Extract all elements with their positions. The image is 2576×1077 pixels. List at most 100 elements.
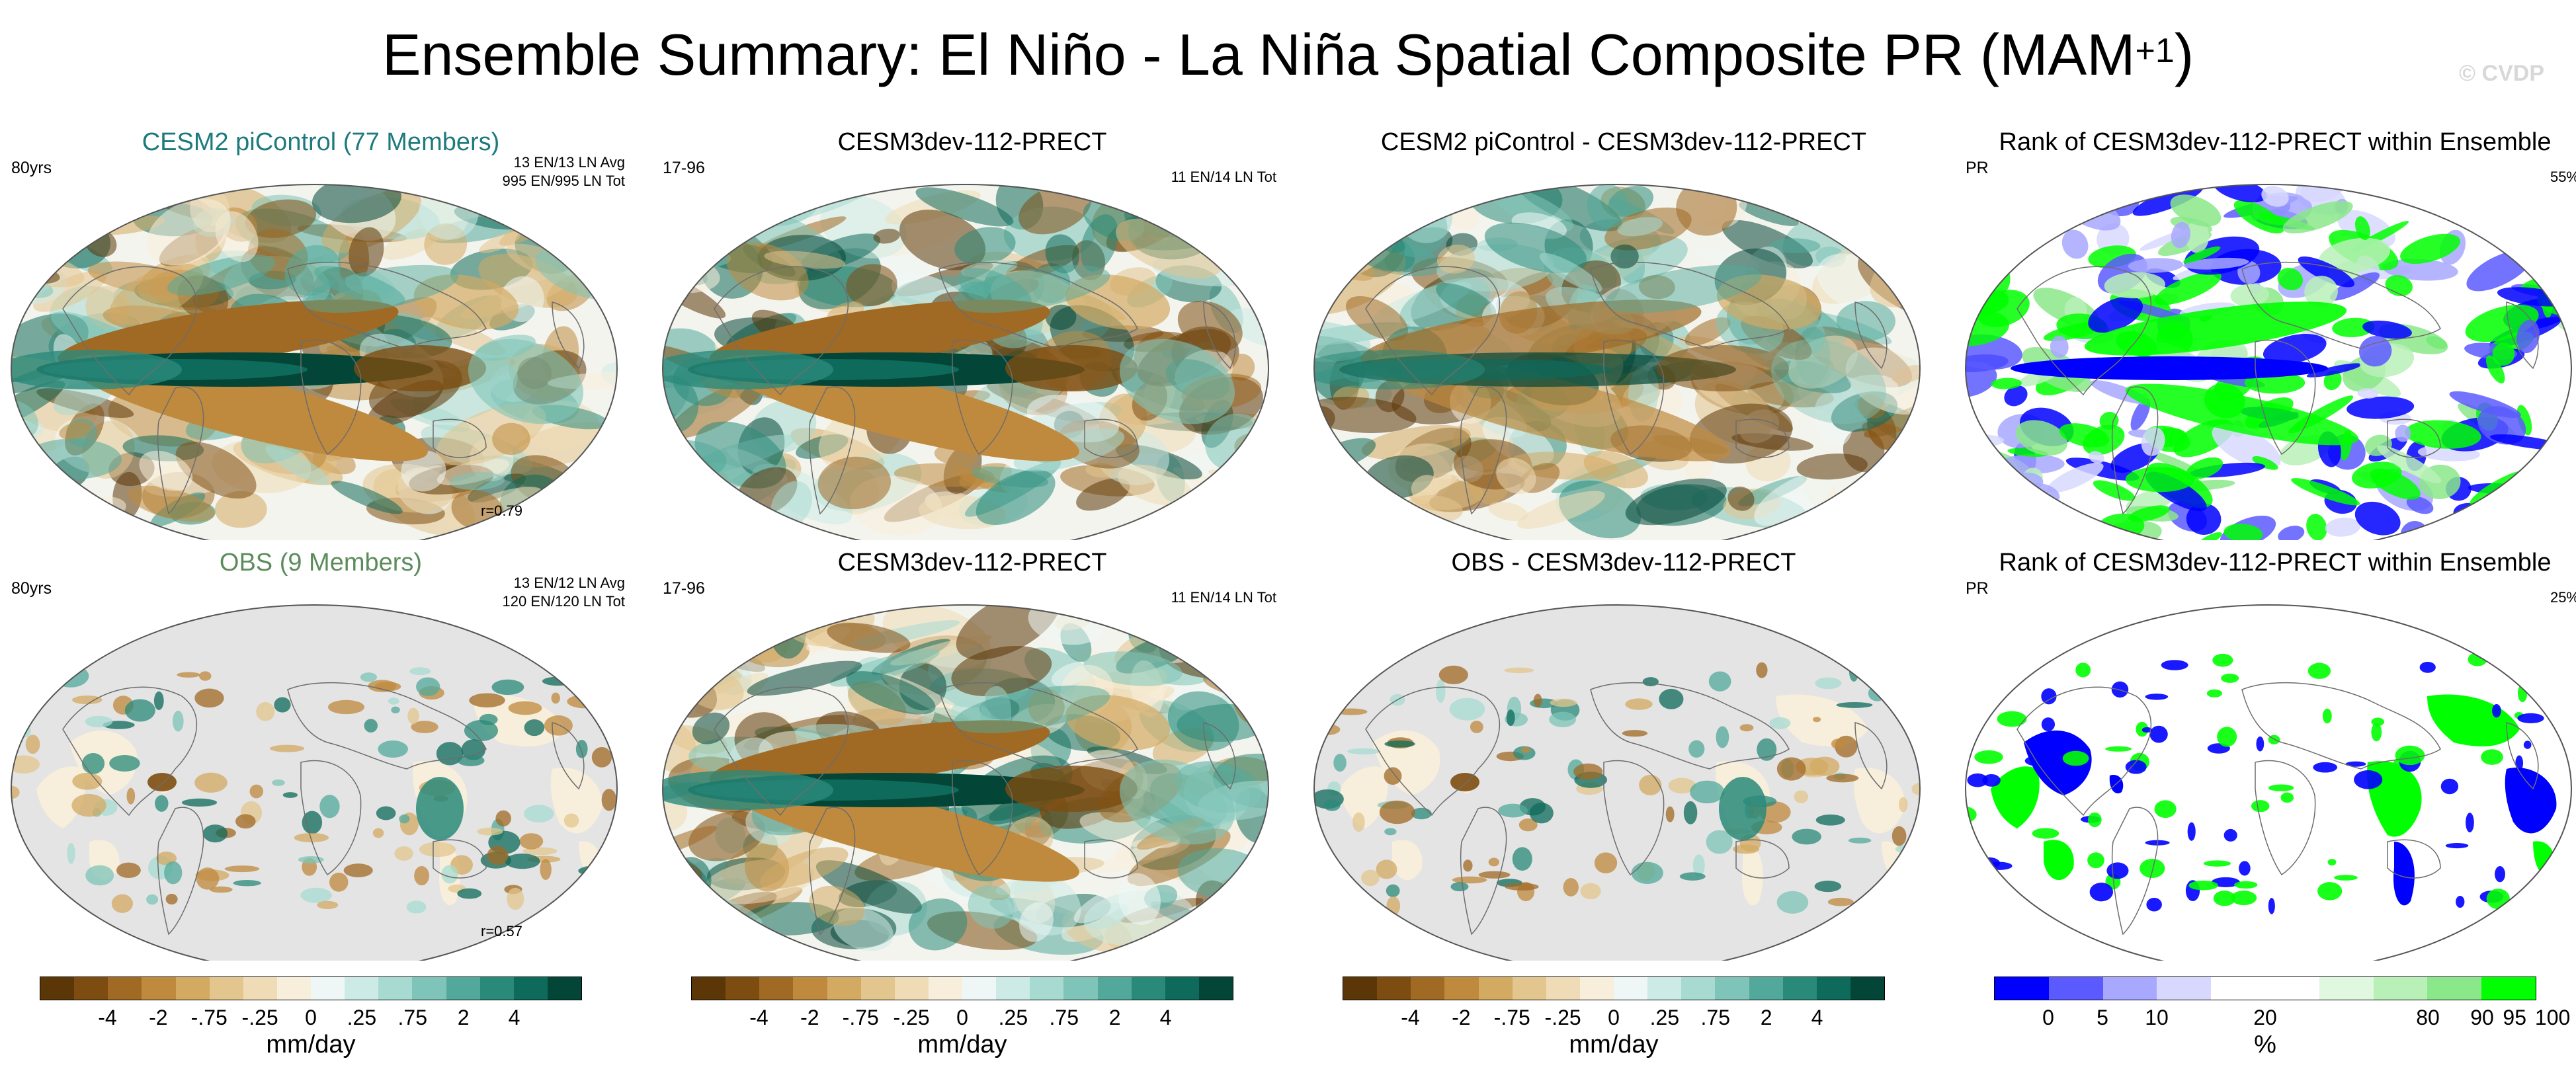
globe-map (662, 184, 1269, 540)
color-swatch (1097, 977, 1132, 1000)
period-label: 80yrs (11, 159, 52, 177)
color-swatch (2373, 977, 2428, 1000)
color-swatch (1681, 977, 1716, 1000)
color-swatch (74, 977, 108, 1000)
color-swatch (1030, 977, 1064, 1000)
event-count-label: 13 EN/12 LN Avg 120 EN/120 LN Tot (502, 575, 626, 610)
color-swatch (446, 977, 480, 1000)
color-swatch (479, 977, 514, 1000)
colorbar-tick: .75 (1049, 1006, 1079, 1029)
color-swatch (40, 977, 75, 1000)
colorbar-tick: -.25 (1544, 1006, 1581, 1029)
panel-title: OBS (9 Members) (219, 549, 423, 577)
colorbar-3: -4 -2 -.75 -.25 0 .25 .75 2 4 mm/day (1343, 977, 1885, 1076)
color-swatch (692, 977, 726, 1000)
color-swatch (1850, 977, 1884, 1000)
color-swatch (1411, 977, 1445, 1000)
color-swatch (1546, 977, 1580, 1000)
colorbar-tick: 20 (2253, 1006, 2277, 1029)
color-swatch (1165, 977, 1199, 1000)
color-swatch (2481, 977, 2536, 1000)
panel-title: OBS - CESM3dev-112-PRECT (1451, 549, 1796, 577)
color-swatch (793, 977, 827, 1000)
color-swatch (547, 977, 581, 1000)
colorbar-tick: -2 (800, 1006, 819, 1029)
map-panel-3: CESM2 piControl - CESM3dev-112-PRECT (1313, 127, 1934, 540)
color-swatch (827, 977, 861, 1000)
colorbar-swatches (1994, 977, 2536, 1000)
color-swatch (1614, 977, 1648, 1000)
colorbar-1: -4 -2 -.75 -.25 0 .25 .75 2 4 mm/day (40, 977, 582, 1076)
period-label: PR (1966, 159, 1989, 177)
color-swatch (2427, 977, 2482, 1000)
period-label: 17-96 (663, 579, 705, 598)
colorbar-tick: 2 (457, 1006, 470, 1029)
colorbar-tick: .25 (1649, 1006, 1680, 1029)
colorbar-tick: 4 (1159, 1006, 1172, 1029)
color-swatch (860, 977, 895, 1000)
color-swatch (1512, 977, 1546, 1000)
color-swatch (1647, 977, 1682, 1000)
color-swatch (2319, 977, 2374, 1000)
color-swatch (1782, 977, 1817, 1000)
colorbar-units: % (2254, 1031, 2276, 1058)
color-swatch (759, 977, 794, 1000)
color-swatch (276, 977, 311, 1000)
map-panel-8: Rank of CESM3dev-112-PRECT within Ensemb… (1964, 547, 2576, 961)
colorbar-tick: 4 (508, 1006, 520, 1029)
colorbar-tick: 2 (1760, 1006, 1772, 1029)
color-swatch (2264, 977, 2319, 1000)
panel-title: CESM2 piControl (77 Members) (142, 128, 500, 156)
panel-title: Rank of CESM3dev-112-PRECT within Ensemb… (1999, 128, 2552, 156)
period-label: 17-96 (663, 159, 705, 177)
globe-map (1965, 604, 2572, 961)
panel-title: CESM3dev-112-PRECT (837, 549, 1107, 577)
cvdp-watermark: © CVDP (2459, 61, 2544, 86)
color-swatch (726, 977, 760, 1000)
color-swatch (2211, 977, 2265, 1000)
figure-title: Ensemble Summary: El Niño - La Niña Spat… (382, 22, 2194, 87)
colorbar-tick: 0 (2042, 1006, 2054, 1029)
event-count-label: 25% (2550, 589, 2576, 606)
correlation-label: r=0.79 (481, 502, 522, 519)
color-swatch (1995, 977, 2049, 1000)
color-swatch (1478, 977, 1513, 1000)
colorbar-swatches (40, 977, 582, 1000)
color-swatch (1816, 977, 1850, 1000)
colorbar-swatches (691, 977, 1233, 1000)
color-swatch (243, 977, 277, 1000)
color-swatch (311, 977, 345, 1000)
color-swatch (1198, 977, 1233, 1000)
colorbar-tick: 80 (2416, 1006, 2440, 1029)
color-swatch (1749, 977, 1783, 1000)
colorbar-tick: -4 (98, 1006, 117, 1029)
color-swatch (2157, 977, 2212, 1000)
color-swatch (175, 977, 210, 1000)
map-panel-4: Rank of CESM3dev-112-PRECT within Ensemb… (1964, 127, 2576, 540)
color-swatch (345, 977, 379, 1000)
colorbar-swatches (1343, 977, 1885, 1000)
color-swatch (1579, 977, 1614, 1000)
colorbar-tick: -.75 (1493, 1006, 1530, 1029)
colorbar-tick: .75 (397, 1006, 427, 1029)
event-count-label: 11 EN/14 LN Tot (1171, 589, 1276, 606)
colorbar-tick: 5 (2097, 1006, 2108, 1029)
panel-title: CESM3dev-112-PRECT (837, 128, 1107, 156)
colorbar-2: -4 -2 -.75 -.25 0 .25 .75 2 4 mm/day (691, 977, 1233, 1076)
colorbar-tick: .75 (1700, 1006, 1730, 1029)
colorbar-tick: -.25 (893, 1006, 930, 1029)
map-panel-2: CESM3dev-112-PRECT 17-96 11 EN/14 LN Tot (661, 127, 1283, 540)
colorbar-units: mm/day (1569, 1031, 1659, 1058)
color-swatch (1444, 977, 1479, 1000)
colorbar-tick: -4 (1401, 1006, 1420, 1029)
colorbar-tick: 2 (1108, 1006, 1121, 1029)
colorbar-tick: 4 (1811, 1006, 1823, 1029)
color-swatch (513, 977, 548, 1000)
event-count-label: 13 EN/13 LN Avg 995 EN/995 LN Tot (502, 154, 626, 189)
colorbar-tick: .25 (347, 1006, 377, 1029)
color-swatch (894, 977, 929, 1000)
colorbar-units: mm/day (266, 1031, 356, 1058)
globe-map (1313, 604, 1921, 961)
correlation-label: r=0.57 (481, 923, 522, 939)
colorbar-tick: -.75 (842, 1006, 879, 1029)
